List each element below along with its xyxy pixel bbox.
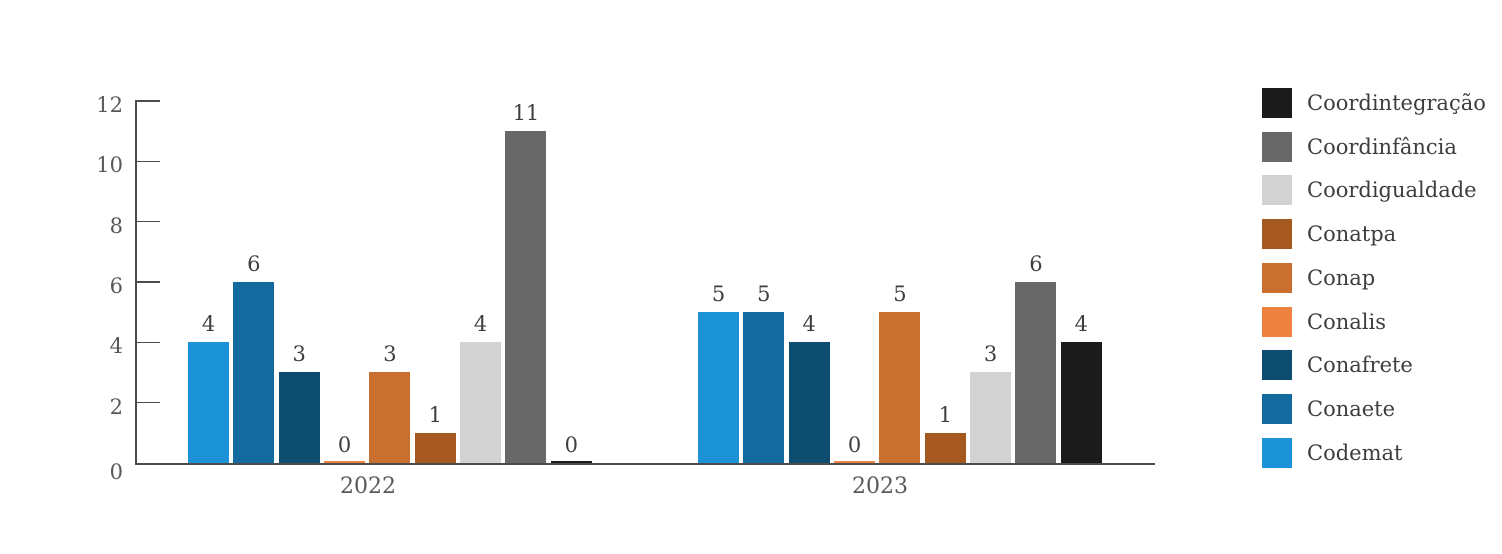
bar-codemat-2022[interactable] xyxy=(188,342,229,463)
legend-swatch xyxy=(1262,306,1292,337)
bar-value-label: 4 xyxy=(473,312,488,336)
bar-codemat-2023[interactable] xyxy=(698,312,739,463)
bar-value-label: 6 xyxy=(1029,252,1043,276)
legend-item-codemat[interactable]: Codemat xyxy=(1262,437,1403,468)
legend-swatch xyxy=(1262,393,1292,424)
bar-conatpa-2023[interactable] xyxy=(924,433,966,463)
bar-coordigualdade-2022[interactable] xyxy=(460,342,502,463)
bar-conalis-2022[interactable] xyxy=(324,461,366,463)
x-category-label-2022: 2022 xyxy=(340,474,396,499)
bar-value-label: 4 xyxy=(1074,312,1088,336)
y-tick-label: 6 xyxy=(109,274,123,298)
bar-conap-2023[interactable] xyxy=(879,312,921,463)
legend-label: Conatpa xyxy=(1307,222,1397,247)
bar-conaete-2023[interactable] xyxy=(743,312,785,463)
x-axis-line xyxy=(135,463,1155,465)
legend-item-conaete[interactable]: Conaete xyxy=(1262,393,1396,424)
legend-swatch xyxy=(1262,175,1292,206)
bar-coordintegracao-2022[interactable] xyxy=(550,461,592,463)
x-category-label-2023: 2023 xyxy=(852,474,908,499)
bar-coordintegracao-2023[interactable] xyxy=(1060,342,1102,463)
legend-label: Coordigualdade xyxy=(1307,178,1477,203)
bar-value-label: 5 xyxy=(757,282,771,306)
legend-item-conap[interactable]: Conap xyxy=(1262,262,1376,293)
bar-value-label: 5 xyxy=(893,282,907,306)
legend-item-conafrete[interactable]: Conafrete xyxy=(1262,350,1413,381)
bar-value-label: 0 xyxy=(847,433,862,457)
legend-item-coordigualdade[interactable]: Coordigualdade xyxy=(1262,175,1477,206)
bar-value-label: 3 xyxy=(383,342,397,366)
bar-value-label: 4 xyxy=(802,312,816,336)
legend-swatch xyxy=(1262,350,1292,381)
legend-item-coordintegracao[interactable]: Coordintegração xyxy=(1262,88,1486,118)
legend-item-coordinfancia[interactable]: Coordinfância xyxy=(1262,131,1457,162)
bar-value-label: 4 xyxy=(201,312,216,336)
y-tick-label: 8 xyxy=(109,213,123,238)
bar-conatpa-2022[interactable] xyxy=(414,433,456,463)
bar-coordinfancia-2023[interactable] xyxy=(1015,282,1057,463)
bar-value-label: 11 xyxy=(512,101,540,125)
bar-value-label: 5 xyxy=(711,282,726,306)
bar-conaete-2022[interactable] xyxy=(233,282,275,463)
y-tick xyxy=(135,160,160,163)
legend-item-conatpa[interactable]: Conatpa xyxy=(1262,219,1397,250)
legend-swatch xyxy=(1262,262,1292,293)
bar-conafrete-2023[interactable] xyxy=(788,342,830,463)
y-tick-label: 2 xyxy=(109,394,123,419)
legend-item-conalis[interactable]: Conalis xyxy=(1262,306,1386,337)
y-tick xyxy=(135,401,160,404)
legend-swatch xyxy=(1262,88,1292,118)
bar-conap-2022[interactable] xyxy=(369,372,411,463)
bar-value-label: 0 xyxy=(337,433,352,457)
y-tick xyxy=(135,220,160,223)
y-tick xyxy=(135,341,160,344)
bar-value-label: 3 xyxy=(983,342,998,366)
y-tick-label: 4 xyxy=(109,334,123,359)
y-tick xyxy=(135,281,160,283)
legend-swatch xyxy=(1262,219,1292,250)
bar-coordinfancia-2022[interactable] xyxy=(505,131,547,463)
y-tick xyxy=(135,100,160,102)
legend-label: Conap xyxy=(1307,265,1376,290)
bar-coordigualdade-2023[interactable] xyxy=(970,372,1012,463)
legend-label: Conafrete xyxy=(1307,353,1413,378)
bar-value-label: 1 xyxy=(428,403,442,427)
bar-conalis-2023[interactable] xyxy=(834,461,876,463)
legend-label: Conaete xyxy=(1307,396,1396,421)
bar-conafrete-2022[interactable] xyxy=(278,372,320,463)
bar-value-label: 1 xyxy=(938,403,952,427)
bar-value-label: 0 xyxy=(564,433,578,457)
legend-label: Codemat xyxy=(1307,440,1403,465)
legend-swatch xyxy=(1262,131,1292,162)
y-tick-label: 0 xyxy=(109,460,123,484)
y-tick-label: 10 xyxy=(96,153,123,178)
bar-value-label: 3 xyxy=(292,342,306,366)
legend-label: Conalis xyxy=(1307,309,1386,334)
legend-label: Coordinfância xyxy=(1307,134,1457,159)
legend-swatch xyxy=(1262,437,1292,468)
bar-value-label: 6 xyxy=(247,252,261,276)
y-tick-label: 12 xyxy=(96,93,123,117)
legend-label: Coordintegração xyxy=(1307,91,1486,115)
